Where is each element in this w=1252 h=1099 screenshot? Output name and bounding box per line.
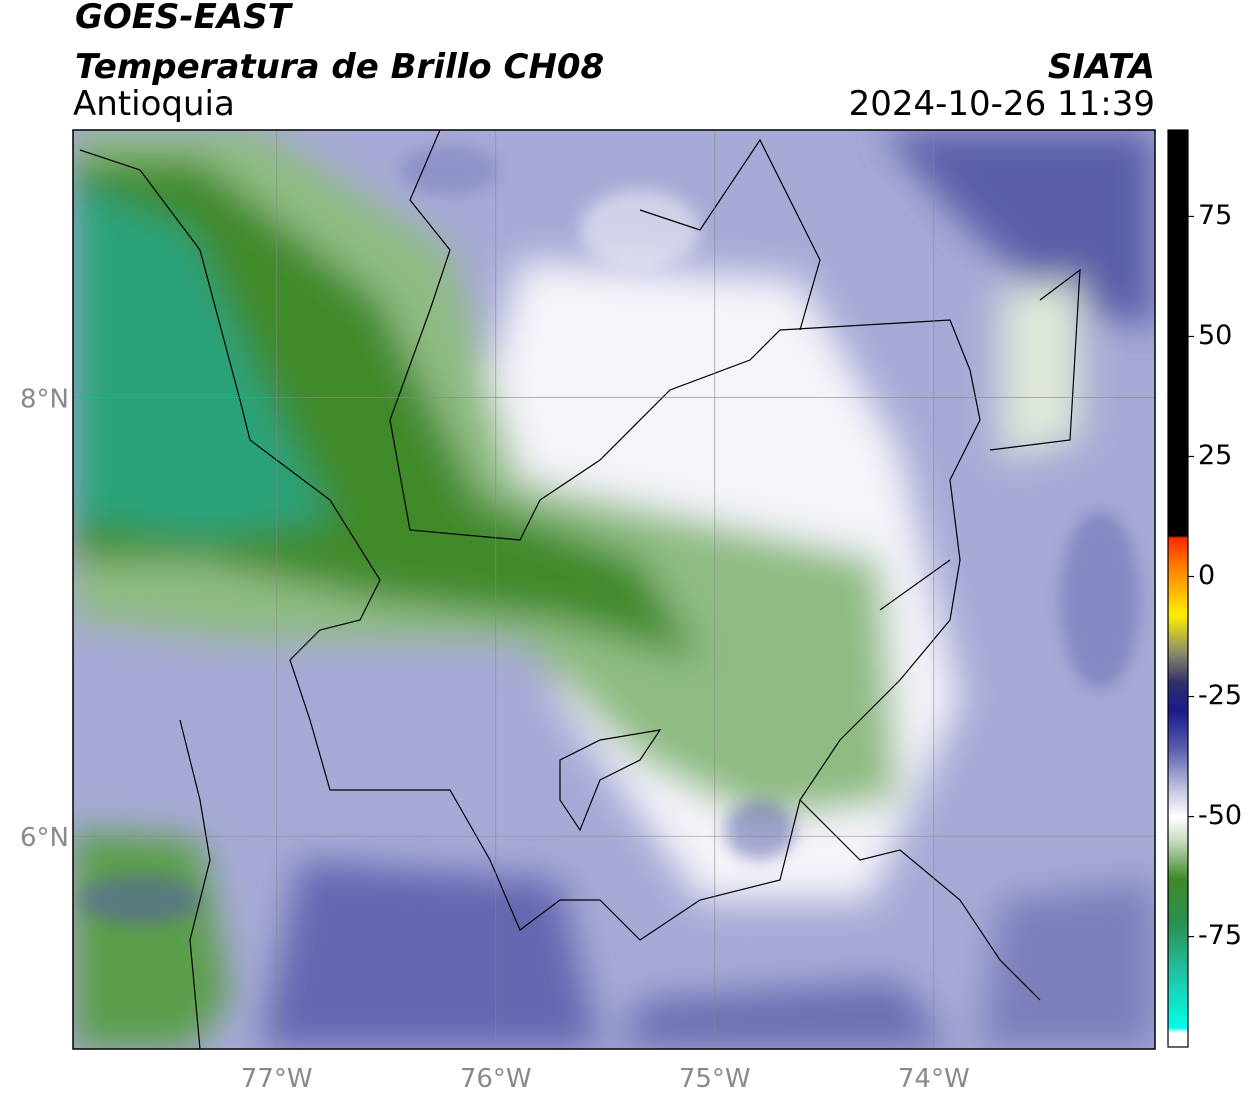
colorbar-tick-label: 0 xyxy=(1198,560,1215,591)
map-axes: 77°W 76°W 75°W 74°W 8°N 6°N xyxy=(20,385,970,1094)
cloud-texture xyxy=(80,145,1140,925)
agency: SIATA xyxy=(1048,47,1155,87)
subtitle: Temperatura de Brillo CH08 xyxy=(75,47,604,87)
colorbar-tick-label: 50 xyxy=(1198,320,1232,351)
x-tick-label: 76°W xyxy=(460,1064,532,1094)
x-tick-label: 74°W xyxy=(898,1064,970,1094)
timestamp: 2024-10-26 11:39 xyxy=(849,84,1155,124)
y-tick-label: 8°N xyxy=(20,385,69,415)
map-image xyxy=(73,130,1155,1049)
colorbar-tick-label: 75 xyxy=(1198,200,1232,231)
region: Antioquia xyxy=(73,84,235,124)
colorbar-tick-label: -25 xyxy=(1198,680,1242,711)
colorbar-tick-label: -50 xyxy=(1198,800,1242,831)
boundaries xyxy=(79,130,1081,1049)
colorbar-tick-label: -75 xyxy=(1198,920,1242,951)
colorbar xyxy=(1167,129,1189,1048)
colorbar-tick-label: 25 xyxy=(1198,440,1232,471)
x-tick-label: 77°W xyxy=(241,1064,313,1094)
colorbar-axis: 75 50 25 0 -25 -50 -75 xyxy=(1188,200,1242,951)
map-frame xyxy=(72,129,1156,1050)
cloud-field xyxy=(73,130,1155,1049)
y-tick-label: 6°N xyxy=(20,823,69,853)
title: GOES-EAST xyxy=(75,0,294,37)
graticule xyxy=(73,130,1155,1049)
x-tick-label: 75°W xyxy=(679,1064,751,1094)
